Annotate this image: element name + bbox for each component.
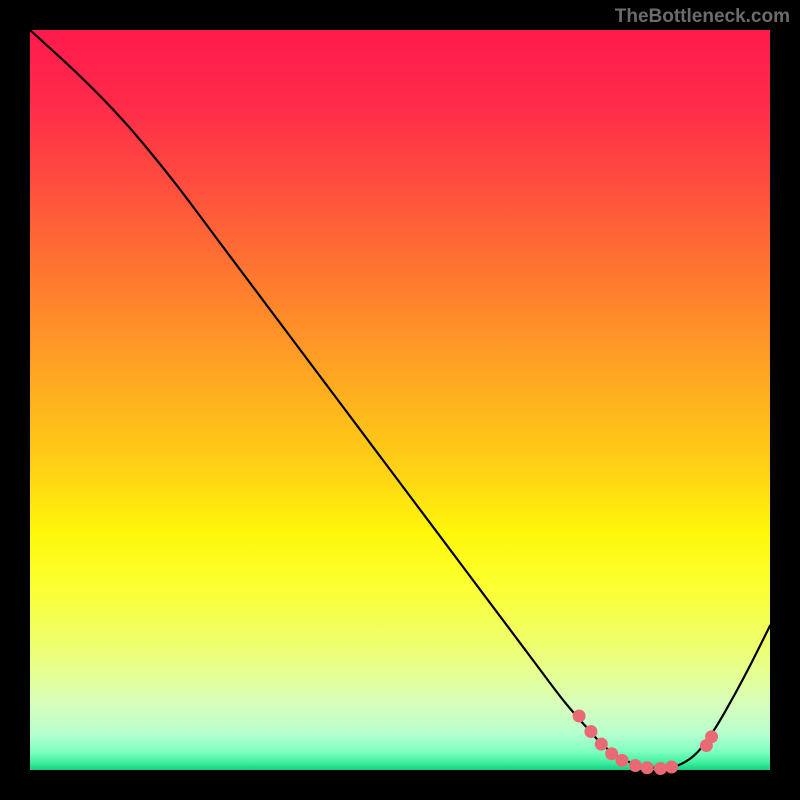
marker-point: [666, 761, 678, 773]
marker-point: [706, 731, 718, 743]
marker-point: [573, 710, 585, 722]
marker-point: [606, 748, 618, 760]
chart-container: TheBottleneck.com: [0, 0, 800, 800]
marker-point: [585, 726, 597, 738]
marker-point: [616, 754, 628, 766]
watermark-text: TheBottleneck.com: [615, 6, 790, 28]
marker-point: [595, 738, 607, 750]
marker-point: [654, 763, 666, 775]
chart-svg: [0, 0, 800, 800]
marker-point: [629, 760, 641, 772]
marker-point: [641, 762, 653, 774]
